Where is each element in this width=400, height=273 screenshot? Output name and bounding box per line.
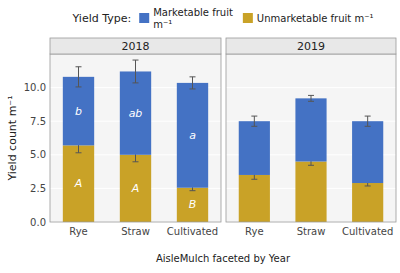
error-cap [76, 152, 82, 153]
y-axis-label: Yield count m⁻¹ [6, 95, 19, 181]
legend-label: Marketable fruitm⁻¹ [153, 7, 233, 30]
y-tick-label: 0.0 [30, 217, 46, 228]
error-cap [251, 179, 257, 180]
error-bar [133, 60, 139, 83]
facet-title: 2019 [297, 40, 325, 53]
error-cap [190, 76, 196, 77]
x-tick-label: Rye [245, 226, 263, 237]
error-stem [135, 60, 136, 83]
y-tick-label: 2.5 [30, 183, 46, 194]
error-cap [133, 161, 139, 162]
strip [50, 38, 221, 54]
error-cap [365, 185, 371, 186]
y-tick-label: 10.0 [24, 82, 46, 93]
strip [226, 38, 396, 54]
error-bar [308, 95, 314, 101]
x-tick-label: Rye [69, 226, 87, 237]
facet-title: 2018 [122, 40, 150, 53]
error-bar [76, 67, 82, 87]
legend-swatch [243, 13, 253, 23]
plot-area [226, 54, 396, 222]
error-cap [190, 190, 196, 191]
bar [63, 77, 94, 146]
bar [352, 183, 383, 222]
x-tick-label: Straw [297, 226, 326, 237]
error-bar [190, 77, 196, 89]
error-stem [254, 116, 255, 126]
legend-label: Unmarketable fruit m⁻¹ [257, 13, 374, 24]
legend-label-line: Unmarketable fruit m⁻¹ [257, 13, 374, 24]
error-cap [308, 165, 314, 166]
error-cap [365, 116, 371, 117]
x-tick-label: Cultivated [342, 226, 393, 237]
y-tick-label: 7.5 [30, 116, 46, 127]
error-cap [133, 82, 139, 83]
error-cap [190, 88, 196, 89]
error-cap [308, 101, 314, 102]
bar [63, 145, 94, 222]
frame [226, 54, 396, 222]
error-bar [251, 116, 257, 126]
error-cap [133, 60, 139, 61]
legend: Yield Type: Marketable fruitm⁻¹ Unmarketab… [72, 7, 374, 30]
legend-swatch [139, 13, 149, 23]
bars [239, 95, 384, 222]
legend-label-line: Marketable fruit [153, 7, 233, 18]
grid-line [226, 87, 396, 88]
bar [239, 175, 270, 222]
error-stem [192, 77, 193, 89]
y-tick-label: 5.0 [30, 149, 46, 160]
bar [120, 71, 151, 154]
error-stem [367, 116, 368, 126]
legend-label-line: m⁻¹ [153, 19, 172, 30]
error-cap [251, 126, 257, 127]
legend-title: Yield Type: [72, 12, 132, 25]
error-cap [76, 66, 82, 67]
bars [63, 60, 208, 222]
bar [177, 83, 208, 188]
annotation: a [189, 129, 196, 142]
x-tick-label: Straw [121, 226, 150, 237]
plot-area [50, 54, 221, 222]
bar [295, 98, 326, 161]
chart: 0.0 2.5 5.0 7.5 10.0 Ab Aab Ba Rye Straw Cultivate… [0, 0, 400, 273]
bar [120, 155, 151, 222]
annotation: ab [129, 107, 143, 120]
x-axis-label: AisleMulch faceted by Year [156, 253, 291, 264]
annotation: A [131, 182, 140, 195]
error-cap [76, 86, 82, 87]
frame [50, 54, 221, 222]
bar [295, 162, 326, 222]
x-tick-label: Cultivated [167, 226, 218, 237]
bar [239, 121, 270, 175]
error-bar [365, 116, 371, 126]
annotation: B [189, 198, 197, 211]
annotation: b [75, 105, 82, 118]
bar [352, 121, 383, 183]
bar [177, 188, 208, 222]
error-stem [78, 67, 79, 87]
error-cap [365, 126, 371, 127]
error-stem [311, 95, 312, 101]
error-cap [308, 95, 314, 96]
annotation: A [74, 177, 83, 190]
error-cap [251, 116, 257, 117]
